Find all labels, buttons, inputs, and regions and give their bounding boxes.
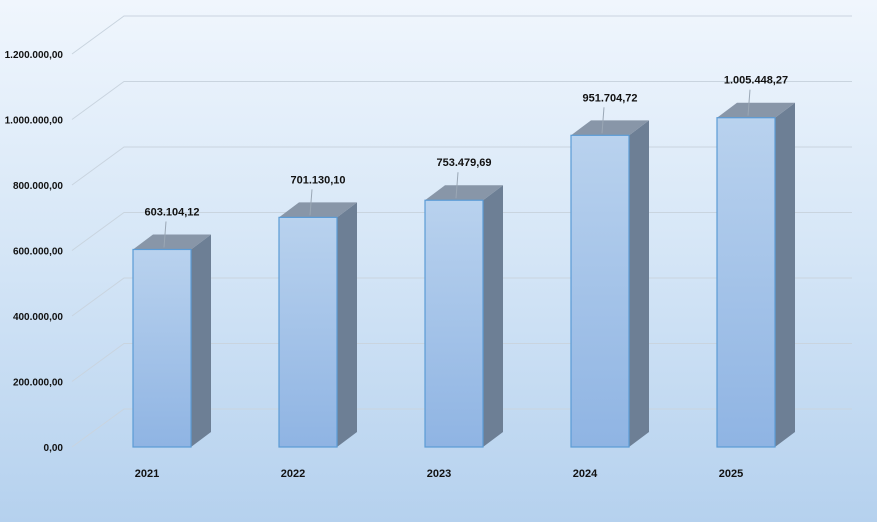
x-tick-label: 2022 — [281, 468, 305, 480]
bar-top — [279, 202, 357, 218]
bar-side — [191, 234, 211, 447]
bar-front — [570, 134, 630, 448]
data-label: 951.704,72 — [582, 92, 637, 104]
bar — [716, 102, 795, 448]
bar — [278, 202, 357, 448]
bar-front — [132, 248, 192, 448]
gridline — [71, 81, 852, 120]
y-tick-label: 0,00 — [44, 443, 64, 454]
bar — [132, 234, 211, 448]
x-tick-label: 2025 — [719, 468, 743, 480]
y-tick-label: 400.000,00 — [13, 312, 63, 323]
data-label-leader — [163, 221, 167, 248]
bar — [424, 185, 503, 448]
bar-side — [337, 202, 357, 447]
x-axis-category-labels: 2021 2022 2023 2024 2025 — [135, 468, 743, 480]
y-tick-label: 600.000,00 — [13, 247, 63, 258]
y-axis-tick-labels: 0,00 200.000,00 400.000,00 600.000,00 800.00… — [5, 50, 64, 454]
y-tick-label: 1.200.000,00 — [5, 50, 64, 61]
data-label: 603.104,12 — [144, 206, 199, 218]
bar-top — [133, 234, 211, 250]
bar-side — [775, 102, 795, 447]
bars — [132, 102, 795, 448]
data-label-leader — [455, 172, 459, 199]
data-label-leader — [601, 107, 605, 134]
bar-side — [483, 185, 503, 447]
x-tick-label: 2023 — [427, 468, 451, 480]
data-labels: 603.104,12 701.130,10 753.479,69 951.704,72… — [144, 75, 788, 248]
gridlines — [71, 15, 852, 448]
bar-top — [717, 102, 795, 118]
bar-side — [629, 120, 649, 447]
bar-top — [571, 120, 649, 136]
y-tick-label: 200.000,00 — [13, 378, 63, 389]
y-tick-label: 800.000,00 — [13, 181, 63, 192]
data-label: 1.005.448,27 — [724, 75, 788, 87]
bar — [570, 120, 649, 448]
data-label-leader — [309, 189, 313, 216]
bar-front — [278, 216, 338, 448]
data-label: 701.130,10 — [290, 174, 345, 186]
y-tick-label: 1.000.000,00 — [5, 116, 64, 127]
gridline — [71, 15, 852, 55]
data-label: 753.479,69 — [436, 157, 491, 169]
bar-front — [424, 199, 484, 448]
bar-front — [716, 117, 776, 448]
bar-top — [425, 185, 503, 201]
x-tick-label: 2024 — [573, 468, 598, 480]
data-label-leader — [747, 89, 751, 116]
x-tick-label: 2021 — [135, 468, 159, 480]
